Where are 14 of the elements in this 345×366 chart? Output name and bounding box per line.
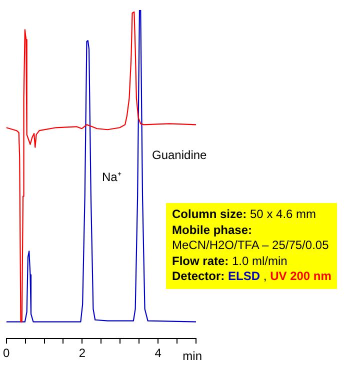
annotation: MeCN/H2O/TFA – 25/75/0.05 — [172, 238, 330, 254]
x-tick-label: 4 — [154, 346, 162, 360]
annotation: Na⁺ — [102, 169, 122, 185]
annotation: Detector: — [172, 269, 225, 283]
annotation: Mobile phase: — [172, 222, 252, 236]
annotation: Column size: 50 x 4.6 mm — [172, 207, 318, 222]
annotation: Flow rate: 1.0 ml/min — [172, 254, 288, 269]
x-tick-label: 2 — [78, 346, 86, 360]
text: UV 200 nm — [270, 269, 332, 283]
text: , — [263, 269, 267, 283]
text: ELSD — [228, 269, 260, 283]
x-axis-title: min — [182, 348, 202, 363]
annotation: Guanidine — [152, 148, 207, 162]
x-tick-label: 0 — [2, 346, 10, 360]
